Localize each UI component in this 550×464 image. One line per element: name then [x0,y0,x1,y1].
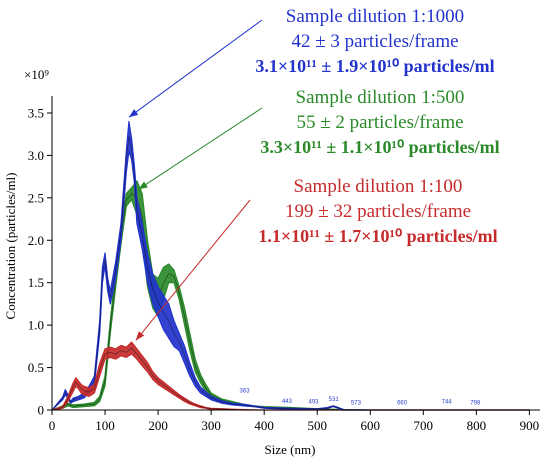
x-tick-label: 100 [95,418,115,433]
annotation-arrow-line [135,199,251,341]
y-multiplier-label: ×10⁹ [24,67,49,82]
annotation-arrow-line [138,107,263,190]
annotation-concentration: 3.1×10¹¹ ± 1.9×10¹⁰ particles/ml [255,56,494,76]
x-tick-label: 800 [467,418,487,433]
annotation-particles-frame: 42 ± 3 particles/frame [291,31,458,52]
peak-size-label: 660 [397,400,408,406]
x-axis-title: Size (nm) [265,442,316,457]
y-tick-label: 0 [38,403,45,418]
series-band-2 [51,120,530,411]
annotation-particles-frame: 199 ± 32 particles/frame [285,201,471,222]
y-tick-label: 3.5 [28,105,44,120]
annotation-concentration: 3.3×10¹¹ ± 1.1×10¹⁰ particles/ml [260,137,499,157]
annotation-arrow-head [135,331,145,341]
y-tick-label: 2.0 [28,233,44,248]
y-axis-title: Concentration (particles/ml) [3,173,18,320]
x-tick-label: 300 [201,418,221,433]
annotation-block-3: Sample dilution 1:100 199 ± 32 particles/… [135,176,498,341]
ticks-layer: 0 100 200 300 400 500 600 700 800 900 0 0.5 1.0 1.5 2.… [28,105,539,433]
annotations-layer: Sample dilution 1:1000 42 ± 3 particles/f… [128,6,500,341]
peak-size-label: 531 [329,397,340,403]
annotation-block-2: Sample dilution 1:500 55 ± 2 particles/fr… [138,87,500,190]
peak-size-label: 744 [442,400,453,406]
x-tick-label: 900 [520,418,540,433]
x-tick-label: 200 [148,418,168,433]
y-tick-label: 2.5 [28,190,44,205]
peak-size-label: 573 [351,400,362,406]
y-tick-label: 3.0 [28,148,44,163]
peak-labels-layer: 363 443 493 531 573 660 744 798 [240,389,481,407]
annotation-dilution-label: Sample dilution 1:100 [294,176,463,197]
annotation-dilution-label: Sample dilution 1:500 [296,87,465,108]
annotation-arrow-line [128,19,263,118]
x-tick-label: 400 [254,418,274,433]
peak-size-label: 798 [470,400,481,406]
peak-size-label: 493 [308,400,319,406]
peak-size-label: 443 [282,399,293,405]
x-tick-label: 500 [307,418,327,433]
annotation-particles-frame: 55 ± 2 particles/frame [296,112,463,133]
x-tick-label: 600 [361,418,381,433]
axes-layer [51,96,540,411]
x-tick-label: 700 [414,418,434,433]
x-tick-label: 0 [49,418,56,433]
y-tick-label: 1.0 [28,318,44,333]
series-layer [51,120,530,411]
annotation-arrow-head [128,109,139,118]
annotation-block-1: Sample dilution 1:1000 42 ± 3 particles/f… [128,6,495,118]
annotation-arrow-head [138,181,148,190]
y-tick-label: 1.5 [28,275,44,290]
annotation-concentration: 1.1×10¹¹ ± 1.7×10¹⁰ particles/ml [258,226,497,246]
annotation-dilution-label: Sample dilution 1:1000 [286,6,464,27]
y-tick-label: 0.5 [28,360,44,375]
peak-size-label: 363 [240,389,251,395]
